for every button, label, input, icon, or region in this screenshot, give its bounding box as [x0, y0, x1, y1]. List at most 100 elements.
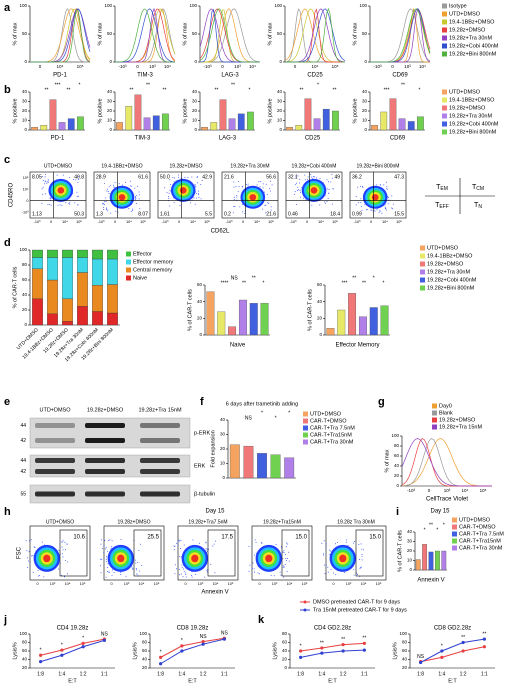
bar: [304, 98, 312, 131]
y-axis-label: % positive: [267, 98, 273, 123]
event-dot: [310, 174, 312, 176]
event-dot: [50, 198, 52, 200]
legend-label: 19.28z+DMSO: [427, 261, 464, 267]
density: [265, 554, 273, 563]
y-tick-label: 0: [396, 483, 399, 488]
event-dot: [173, 181, 175, 183]
y-tick-label: -10³: [22, 210, 29, 214]
event-dot: [68, 203, 70, 205]
event-dot: [43, 183, 45, 185]
event-dot: [269, 180, 271, 182]
legend-label: Effector: [133, 251, 152, 257]
y-tick-label: 20: [220, 446, 226, 451]
y-tick-label: 0: [199, 332, 202, 337]
y-tick-label: 40: [402, 657, 408, 662]
x-tick-label: 0: [184, 582, 186, 586]
event-dot: [285, 557, 287, 559]
density: [43, 554, 51, 563]
x-tick-label: 1:4: [318, 671, 325, 677]
event-dot: [168, 192, 170, 194]
y-axis-label: CD45RO: [9, 182, 15, 207]
event-dot: [200, 198, 202, 200]
event-dot: [168, 197, 170, 199]
legend-swatch: [126, 251, 131, 257]
event-dot: [370, 210, 372, 212]
event-dot: [105, 576, 107, 578]
event-dot: [41, 541, 43, 543]
significance: *: [288, 410, 290, 416]
y-tick-label: 80: [22, 640, 28, 645]
x-tick-label: 10⁵: [480, 488, 487, 493]
event-dot: [180, 556, 182, 558]
event-dot: [197, 193, 199, 195]
y-tick-label: 80: [394, 443, 400, 448]
event-dot: [62, 549, 64, 551]
event-dot: [260, 181, 262, 183]
blot-band: [85, 458, 125, 463]
bar: [270, 454, 281, 479]
x-axis-label: LAG-3: [219, 136, 237, 142]
event-dot: [283, 566, 285, 568]
x-axis-label: CD62L: [211, 229, 230, 235]
event-dot: [210, 563, 212, 565]
density: [191, 554, 199, 563]
legend-swatch: [442, 89, 447, 95]
bar: [415, 559, 421, 571]
significance: **: [67, 87, 71, 93]
event-dot: [200, 184, 202, 186]
event-dot: [386, 209, 388, 211]
event-dot: [100, 543, 102, 545]
blot-band: [85, 491, 125, 497]
significance: **: [352, 275, 356, 281]
y-tick-label: 20: [402, 665, 408, 670]
legend-label: Blank: [439, 410, 453, 416]
y-tick-label: 20: [394, 473, 400, 478]
legend-swatch: [442, 51, 447, 57]
legend-label: 19.28z+Cobi 400nM: [427, 277, 477, 283]
event-dot: [322, 553, 324, 555]
event-dot: [331, 203, 333, 205]
event-dot: [293, 193, 295, 195]
x-tick-label: 1:2: [200, 671, 207, 677]
significance: **: [45, 87, 49, 93]
legend-label: CAR-T+Tra15nM: [459, 538, 501, 544]
y-tick-label: 0: [109, 127, 112, 132]
event-dot: [306, 178, 308, 180]
quadrant-value: 32.1: [288, 174, 298, 180]
event-dot: [64, 559, 66, 561]
point: [159, 662, 163, 666]
event-dot: [254, 539, 256, 541]
event-dot: [269, 188, 271, 190]
event-dot: [62, 556, 64, 558]
event-dot: [262, 183, 264, 185]
event-dot: [242, 186, 244, 188]
event-dot: [249, 564, 251, 566]
bar: [380, 111, 388, 131]
series-line: [160, 638, 225, 665]
histogram-curve: [401, 438, 492, 487]
y-tick-label: 50: [362, 31, 368, 36]
event-dot: [269, 190, 271, 192]
legend-label: UTD+DMSO: [310, 411, 342, 417]
event-dot: [379, 184, 381, 186]
x-tick-label: 10⁴: [254, 220, 260, 224]
event-dot: [353, 542, 355, 544]
x-axis-label: E:T: [188, 678, 197, 684]
event-dot: [108, 186, 110, 188]
significance: NS: [200, 634, 208, 640]
stacked-bar: [32, 268, 43, 299]
x-tick-label: 10⁵: [332, 64, 339, 69]
event-dot: [242, 203, 244, 205]
y-tick-label: 0: [222, 475, 225, 480]
stacked-bar: [32, 257, 43, 269]
quadrant-value: 50.3: [74, 211, 84, 217]
x-tick-label: 10⁵: [77, 64, 84, 69]
event-dot: [366, 209, 368, 211]
x-tick-label: 1:1: [481, 671, 488, 677]
point: [440, 655, 444, 659]
event-dot: [111, 546, 113, 548]
event-dot: [237, 191, 239, 193]
x-axis-label: CD25: [307, 73, 323, 79]
key-main: T: [474, 202, 479, 209]
event-dot: [195, 197, 197, 199]
